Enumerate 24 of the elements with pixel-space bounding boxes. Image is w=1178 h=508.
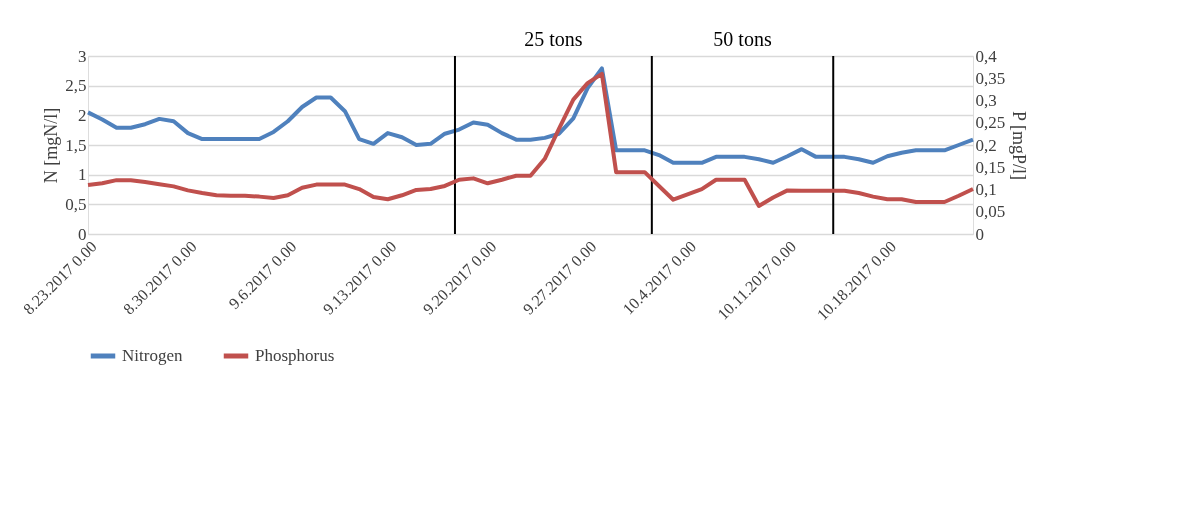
y2-axis-title: P [mgP/l] bbox=[1009, 111, 1030, 180]
line-series bbox=[86, 66, 975, 165]
text: 25 tons bbox=[524, 28, 583, 50]
y2-tick-label: 0,3 bbox=[975, 91, 997, 110]
y-tick-label: 0 bbox=[78, 224, 87, 244]
y-tick-label: 0,5 bbox=[65, 194, 87, 214]
y2-tick-label: 0,25 bbox=[975, 113, 1006, 133]
y-tick-label: 3 bbox=[78, 46, 87, 66]
legend-label: Phosphorus bbox=[255, 346, 335, 365]
y2-tick-label: 0,05 bbox=[975, 202, 1006, 222]
y2-tick-label: 0,2 bbox=[975, 135, 997, 155]
text: 50 tons bbox=[713, 28, 772, 50]
y-tick-label: 2,5 bbox=[65, 76, 87, 96]
y2-tick-label: 0,4 bbox=[975, 46, 998, 66]
y2-tick-label: 0,1 bbox=[975, 180, 997, 199]
y-tick-label: 2 bbox=[78, 105, 87, 125]
y-axis-title: N [mgN/l] bbox=[41, 107, 62, 184]
y-tick-label: 1,5 bbox=[65, 135, 87, 155]
y2-tick-label: 0 bbox=[975, 224, 984, 244]
legend-label: Nitrogen bbox=[122, 346, 183, 365]
y2-tick-label: 0,35 bbox=[975, 68, 1006, 88]
y2-tick-label: 0,15 bbox=[975, 157, 1006, 177]
y-tick-label: 1 bbox=[78, 165, 87, 185]
line-series bbox=[86, 71, 975, 208]
